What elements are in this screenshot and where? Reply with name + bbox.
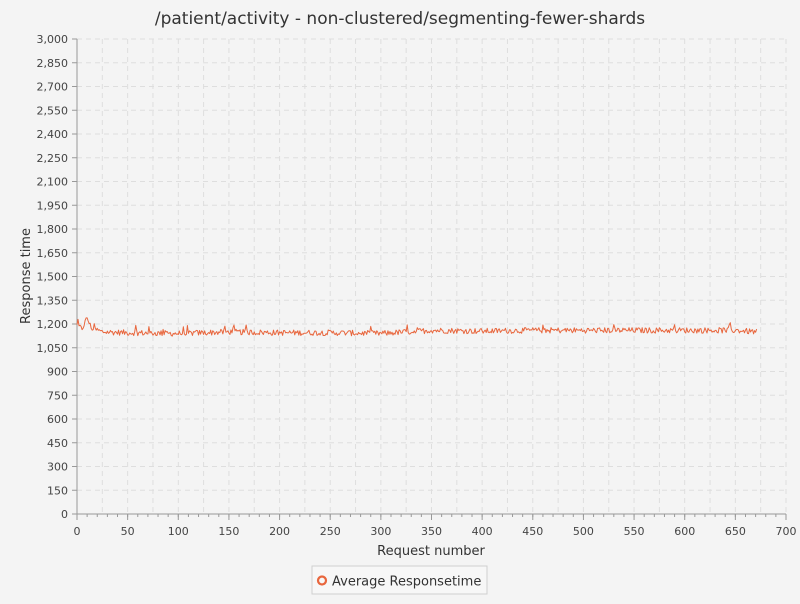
x-tick-label: 300 [370, 525, 391, 538]
x-tick-label: 100 [168, 525, 189, 538]
legend-label: Average Responsetime [332, 575, 481, 590]
y-tick-label: 3,000 [37, 33, 69, 46]
x-tick-label: 500 [573, 525, 594, 538]
x-tick-label: 600 [674, 525, 695, 538]
y-tick-label: 600 [47, 413, 68, 426]
x-tick-label: 200 [269, 525, 290, 538]
x-tick-label: 400 [472, 525, 493, 538]
y-tick-label: 1,050 [37, 342, 69, 355]
y-tick-label: 1,350 [37, 294, 69, 307]
y-tick-label: 2,700 [37, 81, 69, 94]
x-tick-label: 150 [218, 525, 239, 538]
y-tick-label: 300 [47, 461, 68, 474]
x-tick-label: 0 [74, 525, 81, 538]
y-axis-label: Response time [19, 228, 34, 324]
legend: Average Responsetime [311, 565, 488, 595]
x-tick-label: 450 [522, 525, 543, 538]
y-tick-label: 900 [47, 366, 68, 379]
y-tick-label: 0 [61, 508, 68, 521]
x-axis-label: Request number [377, 544, 485, 559]
y-tick-label: 2,250 [37, 152, 69, 165]
x-tick-label: 250 [320, 525, 341, 538]
x-tick-label: 350 [421, 525, 442, 538]
legend-marker-icon [316, 575, 328, 586]
y-tick-label: 1,500 [37, 271, 69, 284]
x-tick-label: 50 [121, 525, 135, 538]
x-tick-label: 550 [624, 525, 645, 538]
chart-title: /patient/activity - non-clustered/segmen… [155, 9, 645, 29]
y-tick-label: 2,100 [37, 176, 69, 189]
y-tick-label: 1,800 [37, 223, 69, 236]
y-tick-label: 1,650 [37, 247, 69, 260]
series-layer [76, 317, 758, 337]
y-tick-label: 150 [47, 484, 68, 497]
y-tick-label: 2,550 [37, 104, 69, 117]
series-line [76, 317, 758, 337]
y-tick-label: 450 [47, 437, 68, 450]
y-tick-label: 750 [47, 389, 68, 402]
y-tick-label: 1,950 [37, 199, 69, 212]
y-tick-label: 2,850 [37, 57, 69, 70]
grid [77, 38, 787, 514]
legend-box [311, 565, 488, 595]
y-tick-label: 2,400 [37, 128, 69, 141]
y-tick-label: 1,200 [37, 318, 69, 331]
axes: 0 50 100 150 200 250 300 350 400 450 500 550 600 650 7… [37, 33, 797, 538]
x-tick-label: 650 [725, 525, 746, 538]
x-tick-label: 700 [776, 525, 797, 538]
